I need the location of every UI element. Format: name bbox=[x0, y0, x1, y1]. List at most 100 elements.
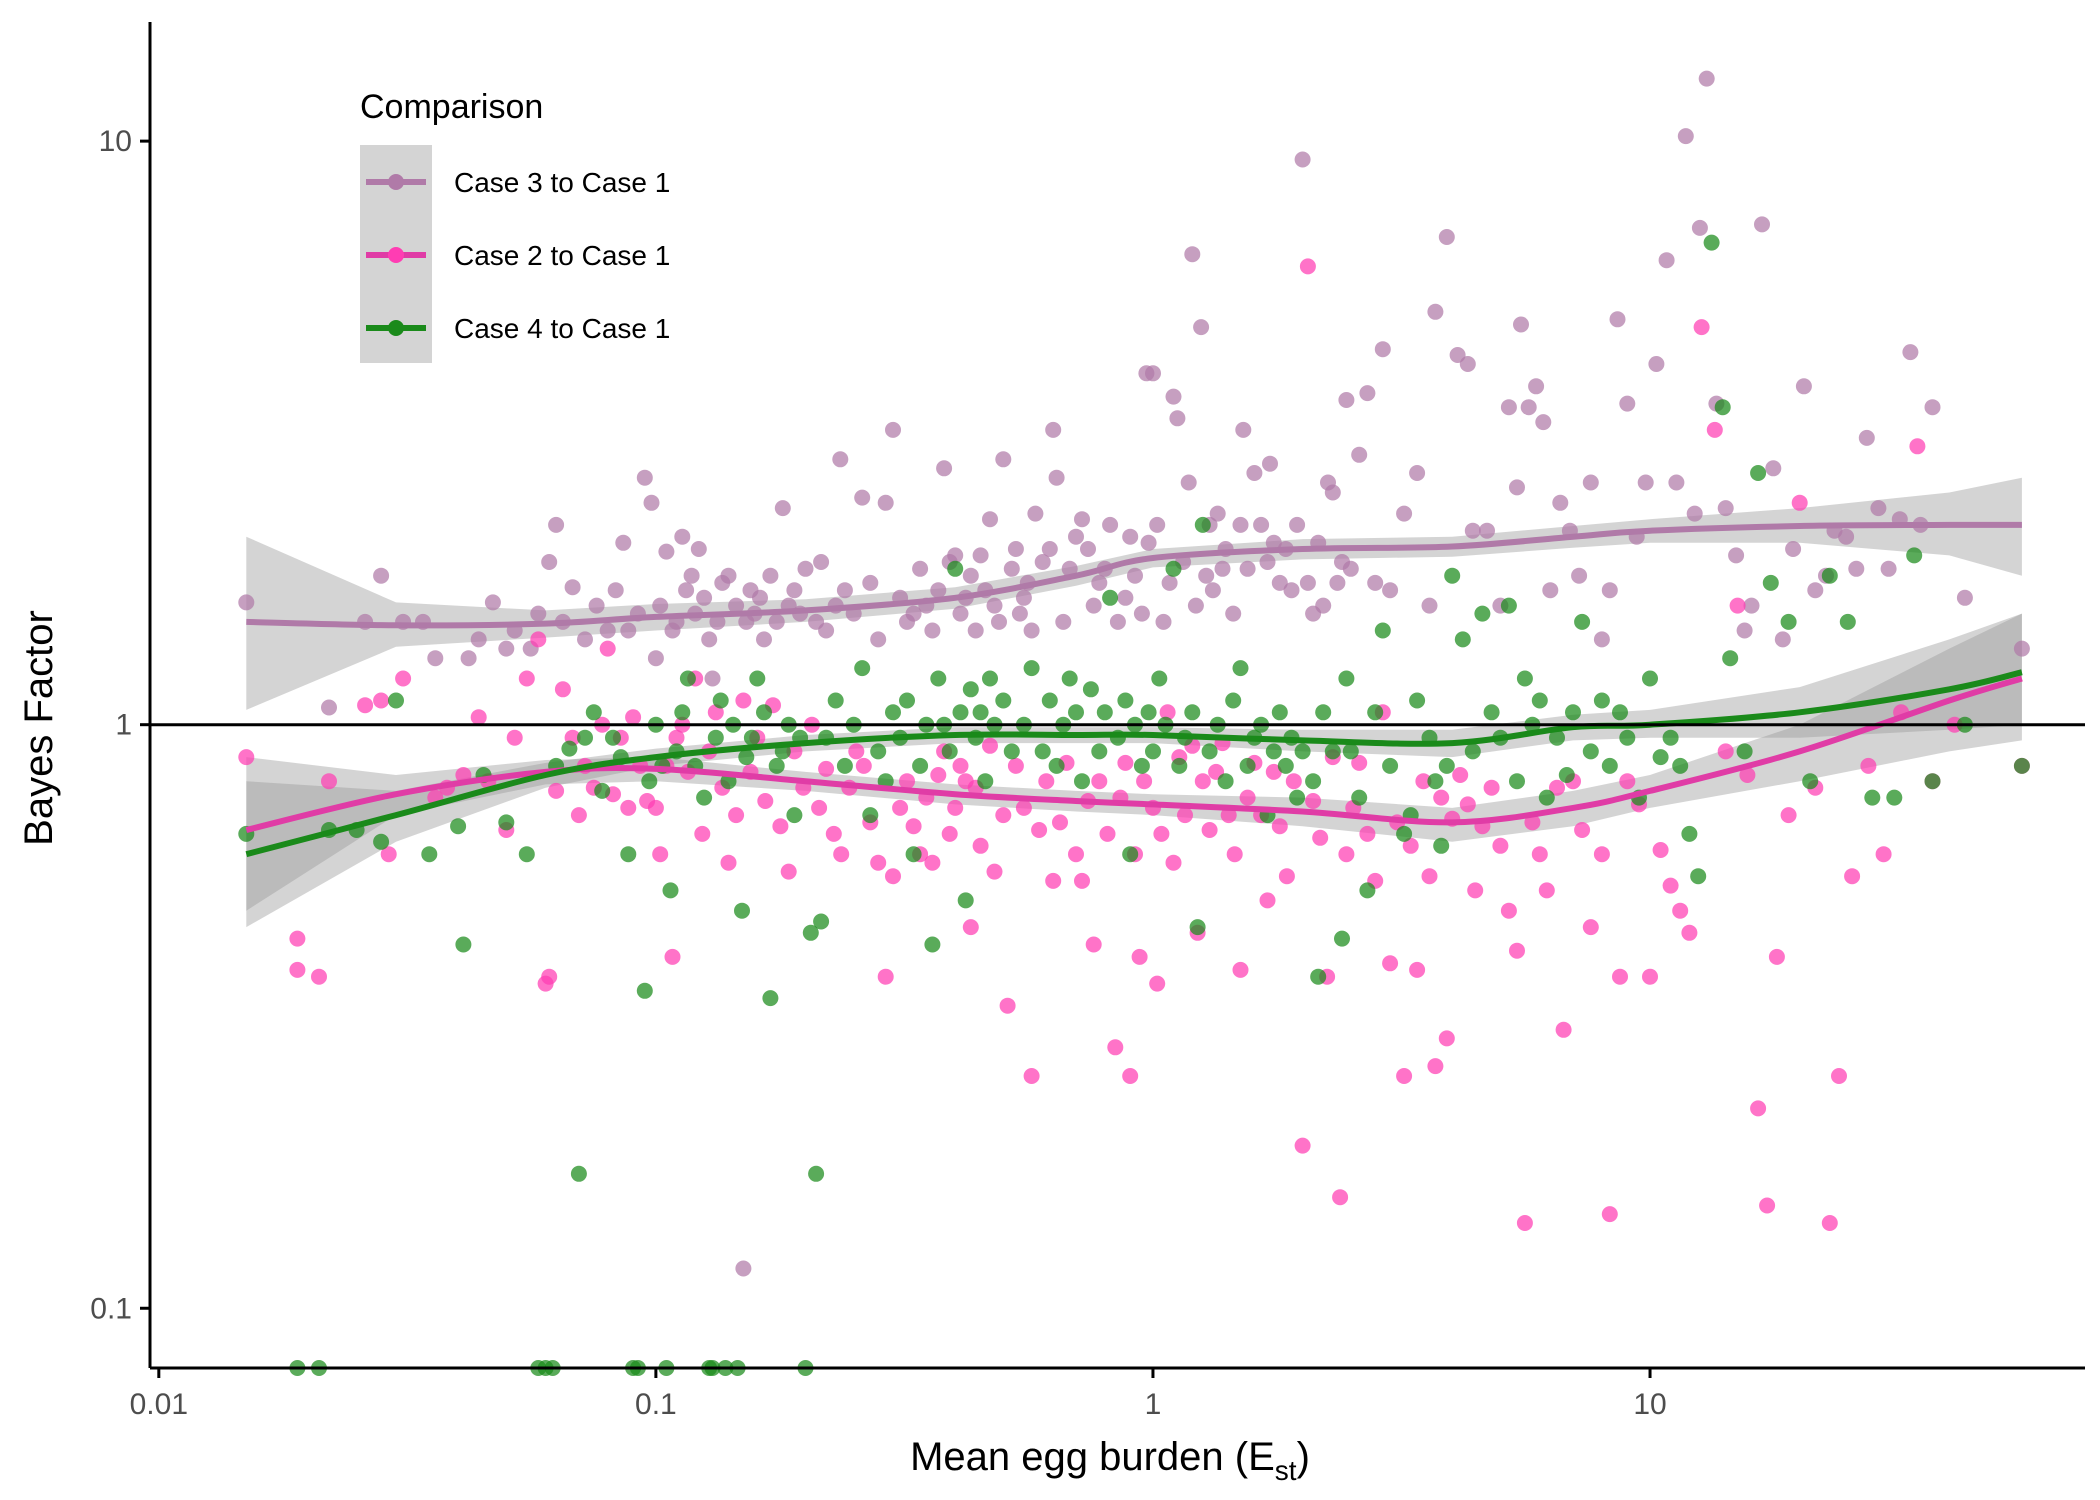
point-case-2-to-case-1 bbox=[1717, 743, 1734, 760]
point-case-4-to-case-1 bbox=[1612, 704, 1628, 721]
point-case-3-to-case-1 bbox=[728, 597, 745, 614]
point-case-2-to-case-1 bbox=[1844, 868, 1861, 885]
point-case-2-to-case-1 bbox=[833, 846, 850, 863]
point-case-2-to-case-1 bbox=[1593, 846, 1610, 863]
point-case-4-to-case-1 bbox=[1619, 729, 1636, 746]
points-case-2-to-case-1 bbox=[238, 258, 2030, 1231]
point-case-3-to-case-1 bbox=[1807, 582, 1824, 599]
point-case-3-to-case-1 bbox=[238, 594, 255, 611]
point-case-2-to-case-1 bbox=[1860, 757, 1877, 774]
point-case-4-to-case-1 bbox=[1061, 670, 1078, 687]
point-case-4-to-case-1 bbox=[1082, 681, 1099, 698]
point-case-2-to-case-1 bbox=[1750, 1100, 1767, 1117]
point-case-4-to-case-1 bbox=[1558, 767, 1575, 783]
point-case-3-to-case-1 bbox=[1593, 631, 1610, 648]
point-case-2-to-case-1 bbox=[1136, 773, 1153, 790]
point-case-4-to-case-1 bbox=[738, 749, 755, 766]
point-case-3-to-case-1 bbox=[1253, 516, 1270, 533]
point-case-2-to-case-1 bbox=[962, 919, 979, 936]
point-case-2-to-case-1 bbox=[1706, 421, 1723, 438]
legend-items: Case 3 to Case 1 Case 2 to Case 1 Case 4 t… bbox=[366, 167, 670, 344]
point-case-2-to-case-1 bbox=[1038, 773, 1055, 790]
point-case-4-to-case-1 bbox=[641, 773, 658, 790]
point-case-2-to-case-1 bbox=[728, 807, 745, 824]
point-case-4-to-case-1 bbox=[1409, 692, 1426, 709]
point-case-3-to-case-1 bbox=[1838, 528, 1855, 545]
point-case-2-to-case-1 bbox=[1402, 837, 1419, 854]
point-case-2-to-case-1 bbox=[947, 799, 964, 816]
point-case-4-to-case-1 bbox=[1003, 743, 1020, 760]
point-case-4-to-case-1 bbox=[1500, 597, 1517, 614]
point-case-2-to-case-1 bbox=[1338, 846, 1355, 863]
point-case-2-to-case-1 bbox=[1299, 258, 1316, 275]
point-case-3-to-case-1 bbox=[1259, 554, 1276, 570]
point-case-3-to-case-1 bbox=[786, 582, 803, 599]
point-case-4-to-case-1 bbox=[1091, 743, 1108, 760]
point-case-2-to-case-1 bbox=[1045, 872, 1062, 889]
smooth-line-case-4-to-case-1 bbox=[245, 669, 2023, 858]
point-case-4-to-case-1 bbox=[1601, 757, 1618, 774]
point-case-2-to-case-1 bbox=[1259, 892, 1276, 909]
legend-key-point bbox=[388, 247, 404, 263]
point-case-4-to-case-1 bbox=[1722, 650, 1739, 667]
point-case-2-to-case-1 bbox=[1305, 793, 1322, 809]
point-case-4-to-case-1 bbox=[1750, 465, 1767, 481]
point-case-4-to-case-1 bbox=[1171, 757, 1188, 774]
point-case-4-to-case-1 bbox=[862, 807, 879, 824]
point-case-3-to-case-1 bbox=[1774, 631, 1791, 648]
point-case-4-to-case-1 bbox=[1133, 757, 1150, 774]
point-case-3-to-case-1 bbox=[1648, 356, 1665, 372]
point-case-4-to-case-1 bbox=[962, 681, 979, 698]
point-case-2-to-case-1 bbox=[877, 968, 894, 985]
point-case-2-to-case-1 bbox=[1791, 494, 1808, 511]
point-case-3-to-case-1 bbox=[1427, 303, 1444, 320]
point-case-3-to-case-1 bbox=[548, 516, 565, 533]
point-case-4-to-case-1 bbox=[1444, 567, 1461, 584]
point-case-2-to-case-1 bbox=[1159, 704, 1176, 721]
point-case-3-to-case-1 bbox=[588, 597, 605, 614]
point-case-3-to-case-1 bbox=[1232, 516, 1249, 533]
point-case-3-to-case-1 bbox=[1795, 378, 1812, 395]
point-case-4-to-case-1 bbox=[1454, 631, 1471, 648]
point-case-4-to-case-1 bbox=[1839, 613, 1856, 630]
point-case-4-to-case-1 bbox=[905, 846, 922, 863]
point-case-3-to-case-1 bbox=[1736, 622, 1753, 639]
point-case-3-to-case-1 bbox=[1421, 597, 1438, 614]
x-tick-label: 10 bbox=[1633, 1388, 1666, 1421]
y-axis-ticks: 0.1 1 10 bbox=[90, 125, 150, 1325]
point-case-2-to-case-1 bbox=[1427, 1058, 1444, 1075]
x-axis-title-close: ) bbox=[1297, 1435, 1310, 1479]
point-case-4-to-case-1 bbox=[1549, 729, 1565, 746]
point-case-3-to-case-1 bbox=[1180, 474, 1197, 491]
x-axis-ticks: 0.01 0.1 1 10 bbox=[130, 1368, 1667, 1421]
point-case-3-to-case-1 bbox=[1169, 410, 1186, 427]
point-case-3-to-case-1 bbox=[885, 421, 901, 438]
point-case-2-to-case-1 bbox=[1467, 882, 1484, 899]
point-case-4-to-case-1 bbox=[1194, 516, 1211, 533]
point-case-4-to-case-1 bbox=[1239, 757, 1256, 774]
point-case-3-to-case-1 bbox=[674, 528, 691, 545]
point-case-3-to-case-1 bbox=[1007, 541, 1024, 557]
point-case-4-to-case-1 bbox=[1652, 749, 1669, 766]
point-case-2-to-case-1 bbox=[1278, 868, 1295, 885]
point-case-4-to-case-1 bbox=[1048, 757, 1065, 774]
point-case-4-to-case-1 bbox=[1565, 704, 1581, 721]
point-case-2-to-case-1 bbox=[1483, 779, 1500, 796]
point-case-4-to-case-1 bbox=[1681, 825, 1698, 842]
point-case-2-to-case-1 bbox=[982, 737, 998, 754]
point-case-3-to-case-1 bbox=[643, 494, 660, 511]
point-case-3-to-case-1 bbox=[1048, 469, 1065, 486]
point-case-3-to-case-1 bbox=[1382, 582, 1399, 599]
point-case-4-to-case-1 bbox=[1265, 743, 1282, 760]
point-case-3-to-case-1 bbox=[1003, 560, 1020, 577]
points-case-4-to-case-1 bbox=[238, 234, 2030, 1376]
point-case-3-to-case-1 bbox=[1061, 560, 1078, 577]
point-case-3-to-case-1 bbox=[620, 622, 637, 639]
point-case-2-to-case-1 bbox=[1509, 942, 1525, 959]
point-case-4-to-case-1 bbox=[1736, 743, 1753, 760]
point-case-2-to-case-1 bbox=[541, 968, 558, 985]
point-case-2-to-case-1 bbox=[1239, 789, 1256, 806]
point-case-3-to-case-1 bbox=[762, 567, 779, 584]
point-case-2-to-case-1 bbox=[1359, 825, 1376, 842]
point-case-3-to-case-1 bbox=[1396, 505, 1413, 522]
